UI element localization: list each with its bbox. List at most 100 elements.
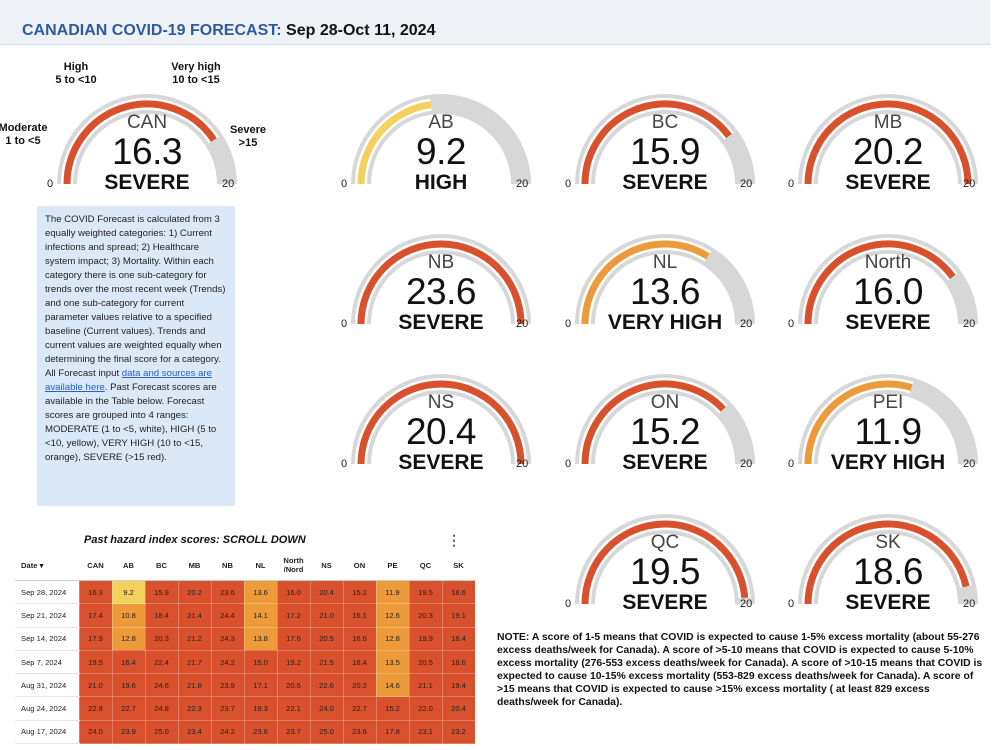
table-row: Sep 28, 2024 16.3 9.2 15.9 20.2 23.6 13.6 16.0 2… [15,579,476,605]
gauge-sk: SK 18.6 SEVERE 0 20 [783,484,993,614]
score-cell: 19.5 [408,579,443,605]
score-cell: 24.2 [210,719,245,745]
info-text-before-link: The COVID Forecast is calculated from 3 … [45,214,226,379]
gauge-on: ON 15.2 SEVERE 0 20 [560,344,770,474]
score-cell: 23.9 [111,719,146,745]
gauge-max-label: 20 [740,458,753,470]
gauge-level: SEVERE [845,311,931,334]
column-header[interactable]: PE [376,550,409,581]
column-header[interactable]: ON [343,550,376,581]
gauge-svg-sk [798,514,978,605]
gauge-level: SEVERE [845,591,931,614]
score-cell: 23.7 [210,696,245,721]
gauge-bar-bc [581,100,732,185]
table-row: Aug 31, 2024 21.0 19.6 24.6 21.8 23.9 17.1 20.6… [15,673,476,698]
scale-label-severe-range: >15 [238,137,258,149]
gauge-region-label: SK [875,532,901,553]
score-cell: 23.6 [243,719,278,745]
more-options-icon[interactable]: ⋮ [447,532,461,548]
row-date: Aug 24, 2024 [15,696,79,721]
gauge-bar-sk [804,520,970,605]
column-header[interactable]: MB [178,550,211,581]
score-cell: 22.3 [177,696,212,721]
info-text-after-link: . Past Forecast scores are available in … [45,382,217,463]
gauge-region-label: QC [650,532,680,553]
gauge-north: North 16.0 SEVERE 0 20 [783,204,993,334]
data-sources-link[interactable]: data and sources are available here [45,368,212,393]
gauge-level: HIGH [414,171,468,194]
gauge-svg-north [798,234,978,325]
gauge-level: SEVERE [845,171,931,194]
gauge-bar-nl [581,240,710,325]
score-cell: 22.7 [342,696,377,721]
score-cell: 24.8 [144,696,179,721]
table-row: Sep 7, 2024 19.5 16.4 22.4 21.7 24.2 15.0 19.2 2… [15,649,476,675]
score-cell: 23.6 [342,719,377,745]
column-header[interactable]: NS [310,550,343,581]
gauge-svg-on [575,374,755,465]
table-body: Sep 28, 2024 16.3 9.2 15.9 20.2 23.6 13.6 16.0 2… [15,579,476,745]
scale-label-high-name: High [63,61,89,73]
gauge-nb: NB 23.6 SEVERE 0 20 [336,204,546,334]
gauge-region-label: AB [428,112,454,133]
gauge-max-label: 20 [516,318,529,330]
gauge-bar-ab [357,101,432,185]
score-cell: 20.6 [276,673,311,698]
gauge-min-label: 0 [341,318,348,330]
score-cell: 18.4 [144,603,179,628]
column-header[interactable]: CAN [79,550,112,581]
gauge-value: 16.0 [852,271,924,312]
score-cell: 12.6 [375,603,410,628]
gauge-region-label: CAN [126,112,168,133]
scale-label-moderate-range: 1 to <5 [5,135,41,147]
gauge-max-label: 20 [740,598,753,610]
gauge-svg-mb [798,94,978,185]
gauge-region-label: MB [873,112,903,133]
scale-label-severe-name: Severe [229,124,267,136]
score-cell: 9.2 [111,579,146,605]
score-cell: 13.5 [375,649,410,675]
column-header[interactable]: BC [145,550,178,581]
score-cell: 22.1 [276,696,311,721]
gauge-bar-pei [804,380,913,465]
gauge-value: 11.9 [854,411,922,452]
gauge-svg-nb [351,234,531,325]
score-cell: 20.5 [309,626,344,651]
row-date: Sep 28, 2024 [15,580,79,605]
column-header-date[interactable]: Date ▾ [15,550,79,581]
column-header[interactable]: NL [244,550,277,581]
gauge-bar-north [804,240,956,325]
gauge-region-label: ON [650,392,680,413]
gauge-max-label: 20 [963,318,976,330]
gauge-level: SEVERE [398,451,484,474]
gauge-svg-bc [575,94,755,185]
scale-label-high-range: 5 to <10 [55,74,97,86]
row-date: Aug 31, 2024 [15,673,79,698]
gauge-value: 15.9 [629,131,701,172]
score-cell: 25.0 [144,719,179,745]
score-cell: 20.4 [309,579,344,605]
score-cell: 17.9 [78,626,113,651]
gauge-min-label: 0 [565,318,572,330]
scale-label-very-high-name: Very high [171,61,221,73]
gauge-region-label: North [864,252,912,273]
gauge-level: VERY HIGH [607,311,723,334]
column-header[interactable]: SK [442,550,475,581]
column-header[interactable]: North /Nord [277,550,310,581]
gauge-min-label: 0 [788,458,795,470]
score-cell: 19.9 [408,626,443,651]
gauge-bar-qc [581,520,749,605]
score-cell: 22.0 [408,696,443,721]
header-bar: CANADIAN COVID-19 FORECAST: Sep 28-Oct 1… [0,0,990,45]
gauge-region-label: BC [651,112,679,133]
score-cell: 23.9 [210,673,245,698]
title-date-range: Sep 28-Oct 11, 2024 [286,22,436,39]
score-cell: 15.2 [375,696,410,721]
column-header[interactable]: AB [112,550,145,581]
column-header[interactable]: QC [409,550,442,581]
scale-label-high: High 5 to <10 [46,61,106,87]
score-cell: 12.8 [111,626,146,651]
score-cell: 10.8 [111,603,146,628]
gauge-level: SEVERE [104,171,190,194]
column-header[interactable]: NB [211,550,244,581]
